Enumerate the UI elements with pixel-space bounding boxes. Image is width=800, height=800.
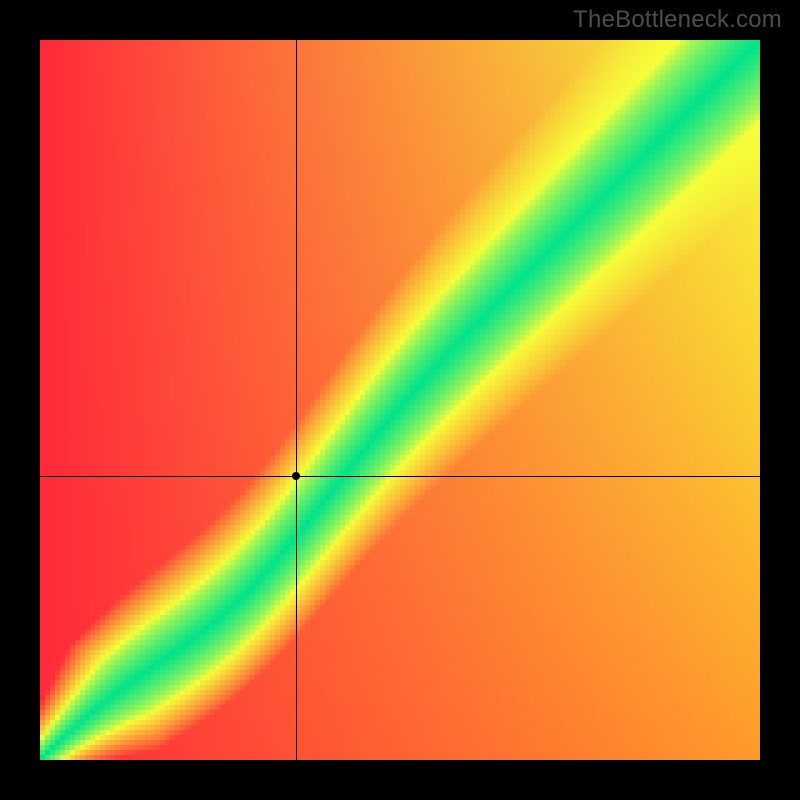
chart-frame: TheBottleneck.com (0, 0, 800, 800)
heatmap-canvas (40, 40, 760, 760)
watermark-text: TheBottleneck.com (573, 6, 782, 34)
plot-area (40, 40, 760, 760)
